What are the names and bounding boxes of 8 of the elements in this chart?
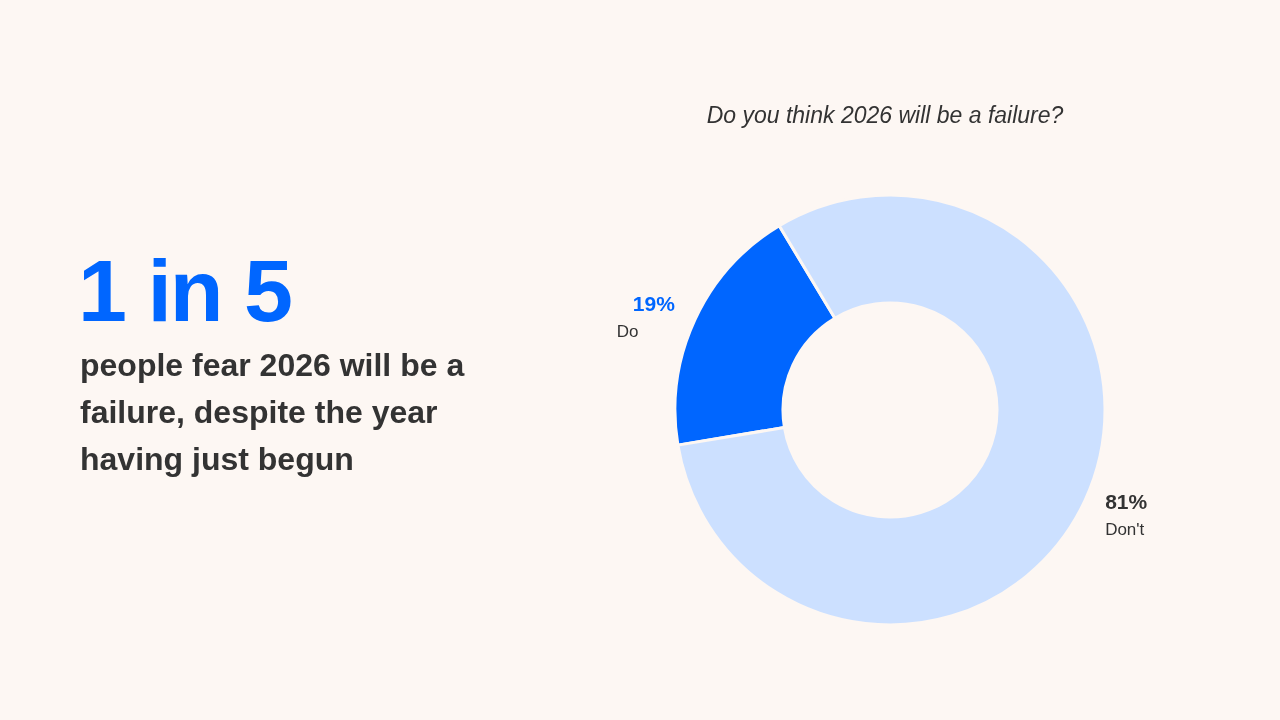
text: 1 in 5 <box>78 240 291 342</box>
data-label: 81% <box>1105 490 1148 514</box>
text: people fear 2026 will be a failure, despite the year having just begun <box>80 346 466 479</box>
slice-label: Do <box>616 321 639 341</box>
data-label: 19% <box>632 291 676 315</box>
chart-title: Do you think 2026 will be a failure? <box>705 102 1065 129</box>
donut-slice <box>676 193 1107 627</box>
slice-label: Don't <box>1105 520 1145 540</box>
